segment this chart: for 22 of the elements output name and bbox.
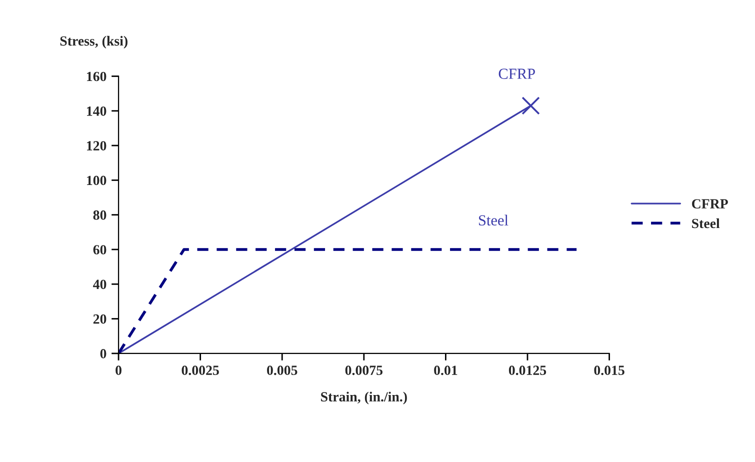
y-tick-label: 80 [93,210,106,220]
annotation: Steel [478,214,508,226]
x-tick-label: 0.0075 [345,366,382,376]
x-tick-label: 0 [116,366,122,376]
x-tick-label: 0.015 [594,366,624,376]
y-tick-label: 100 [87,176,106,186]
x-tick-label: 0.005 [267,366,298,376]
x-tick-label: 0.01 [434,366,458,376]
y-tick-label: 40 [93,280,106,290]
y-tick-label: 0 [100,349,106,358]
legend-label: Steel [692,218,720,228]
annotation: CFRP [498,68,535,79]
x-tick-label: 0.0125 [508,366,546,376]
y-tick-label: 160 [87,72,106,82]
y-tick-label: 140 [87,106,106,116]
y-tick-label: 60 [93,245,106,254]
y-tick-label: 120 [87,141,106,150]
y-axis-title: Stress, (ksi) [60,36,128,49]
legend-label: CFRP [692,199,728,209]
x-axis-title: Strain, (in./in.) [321,392,407,404]
y-tick-label: 20 [93,314,106,324]
x-tick-label: 0.0025 [182,366,219,376]
